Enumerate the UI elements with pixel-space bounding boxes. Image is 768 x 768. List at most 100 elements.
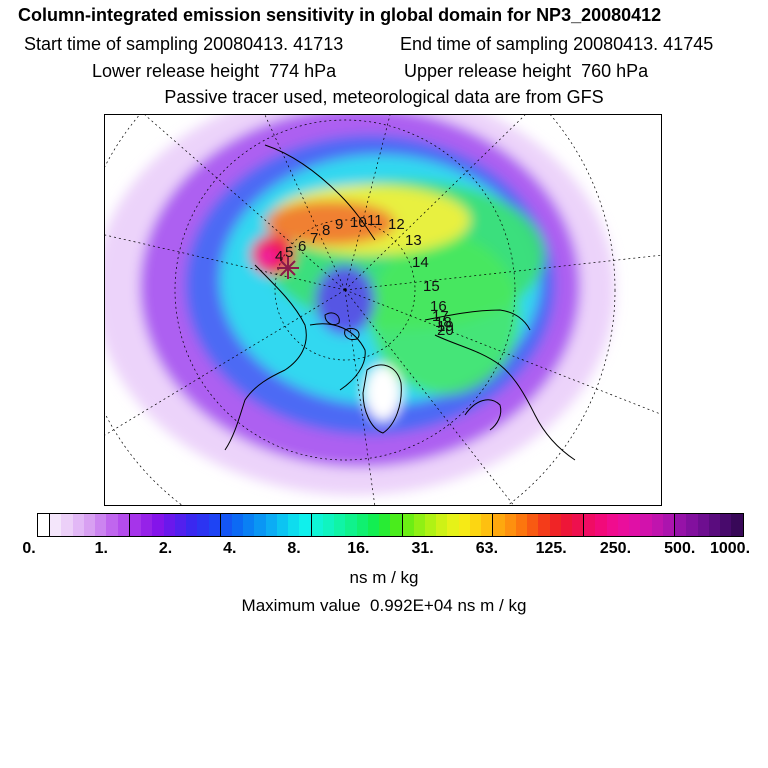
meridian-line	[105, 289, 346, 436]
colorbar-swatch	[560, 514, 573, 536]
colorbar-swatch	[424, 514, 437, 536]
colorbar-swatch	[731, 514, 743, 536]
graticule	[105, 115, 661, 505]
colorbar-tick-label: 1.	[94, 540, 108, 557]
meridian-line	[144, 115, 346, 291]
start-time-label: Start time of sampling 20080413. 41713	[24, 34, 344, 54]
colorbar-swatch	[651, 514, 663, 536]
trajectory-label: 18	[435, 314, 452, 331]
trajectory-label: 20	[437, 322, 454, 339]
trajectory-label: 9	[335, 216, 343, 233]
colorbar-swatch	[697, 514, 709, 536]
field-blue-hole	[315, 265, 375, 335]
meridian-line	[344, 254, 661, 291]
colorbar-swatch	[83, 514, 96, 536]
colorbar-swatch	[527, 514, 539, 536]
meridian-line	[344, 289, 661, 415]
colorbar-swatch	[50, 514, 62, 536]
colorbar-swatch	[493, 514, 505, 536]
trajectory-label: 19	[437, 318, 454, 335]
end-time-label: End time of sampling 20080413. 41745	[400, 34, 714, 54]
colorbar-swatch	[538, 514, 550, 536]
colorbar-swatch	[572, 514, 585, 536]
coastline-scandinavia	[464, 399, 502, 431]
field-orange-arc	[265, 201, 395, 245]
colorbar-swatch	[549, 514, 561, 536]
colorbar-swatch	[436, 514, 448, 536]
colorbar-swatch	[254, 514, 266, 536]
colorbar-swatch	[141, 514, 153, 536]
colorbar-swatch	[708, 514, 721, 536]
trajectory-label: 7	[310, 230, 318, 247]
colorbar-swatch	[606, 514, 618, 536]
trajectory-label: 5	[285, 244, 293, 261]
colorbar-tick-label: 125.	[535, 540, 567, 557]
colorbar-swatch	[584, 514, 596, 536]
colorbar-units: ns m / kg	[349, 568, 419, 587]
colorbar-swatch	[276, 514, 289, 536]
trajectory-label: 14	[412, 254, 429, 271]
colorbar-swatch	[299, 514, 312, 536]
colorbar-swatch	[345, 514, 357, 536]
coastline-arctic-islands	[324, 312, 360, 340]
meridian-line	[344, 289, 514, 505]
colorbar-swatch	[208, 514, 221, 536]
meridian-line	[264, 115, 346, 291]
trajectory-label: 16	[430, 298, 447, 315]
trajectory-label: 8	[322, 222, 330, 239]
trajectory-label: 13	[405, 232, 422, 249]
colorbar-swatch	[311, 514, 323, 536]
colorbar-swatch	[152, 514, 164, 536]
colorbar-swatch	[61, 514, 73, 536]
colorbar-swatch	[686, 514, 698, 536]
colorbar-tick-labels: 0. 1. 2. 4. 8. 16. 31. 63. 125. 250. 500. 1000.	[0, 540, 768, 560]
maximum-value-label: Maximum value 0.992E+04 ns m / kg	[241, 596, 527, 615]
colorbar-swatch	[288, 514, 300, 536]
trajectory-label: 4	[275, 248, 283, 265]
colorbar-swatch	[243, 514, 255, 536]
passive-tracer-note: Passive tracer used, meteorological data…	[164, 87, 604, 107]
colorbar-tick-label: 16.	[347, 540, 370, 557]
colorbar-swatch	[367, 514, 380, 536]
trajectory-label: 11	[367, 212, 383, 229]
colorbar-swatch	[356, 514, 368, 536]
colorbar-swatch	[390, 514, 403, 536]
colorbar-swatch	[629, 514, 641, 536]
colorbar-swatch	[220, 514, 232, 536]
colorbar-tick-label: 8.	[287, 540, 301, 557]
field-magenta-source	[257, 247, 277, 267]
trajectory-label: 6	[298, 238, 306, 255]
colorbar-swatch	[413, 514, 425, 536]
coastlines	[224, 144, 576, 461]
colorbar-swatch	[720, 514, 732, 536]
meridian-line	[105, 234, 346, 291]
lower-release-label: Lower release height 774 hPa	[92, 61, 337, 81]
trajectory-label: 15	[423, 278, 440, 295]
colorbar-swatch	[640, 514, 652, 536]
colorbar-swatch	[595, 514, 607, 536]
meridian-line	[344, 115, 391, 291]
upper-release-label: Upper release height 760 hPa	[404, 61, 649, 81]
coastline-eurasia	[424, 309, 576, 461]
sensitivity-field	[105, 115, 615, 495]
field-greenland-gap	[365, 365, 401, 421]
colorbar-swatch	[379, 514, 391, 536]
colorbar-swatch	[95, 514, 107, 536]
colorbar-swatch	[163, 514, 175, 536]
colorbar-swatch	[469, 514, 482, 536]
colorbar-swatch	[265, 514, 277, 536]
latitude-circle-20	[105, 115, 616, 505]
plot-title: Column-integrated emission sensitivity i…	[18, 5, 662, 25]
colorbar-tick-label: 4.	[223, 540, 237, 557]
colorbar-swatch	[38, 514, 51, 536]
release-marker	[277, 257, 299, 279]
colorbar-swatch	[504, 514, 516, 536]
coastline-east-asia	[264, 144, 376, 241]
trajectory-label: 17	[432, 308, 449, 325]
colorbar-swatch	[334, 514, 346, 536]
colorbar-tick-label: 1000.	[709, 540, 751, 557]
colorbar-swatch	[106, 514, 118, 536]
colorbar-swatch	[72, 514, 84, 536]
colorbar	[37, 513, 744, 537]
